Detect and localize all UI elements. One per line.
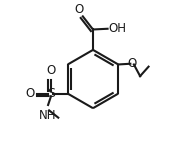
Text: NH: NH	[39, 109, 56, 122]
Text: O: O	[25, 87, 34, 100]
Text: OH: OH	[108, 22, 126, 35]
Text: S: S	[47, 87, 55, 100]
Text: O: O	[127, 57, 137, 70]
Text: O: O	[75, 3, 84, 16]
Text: O: O	[46, 64, 56, 77]
